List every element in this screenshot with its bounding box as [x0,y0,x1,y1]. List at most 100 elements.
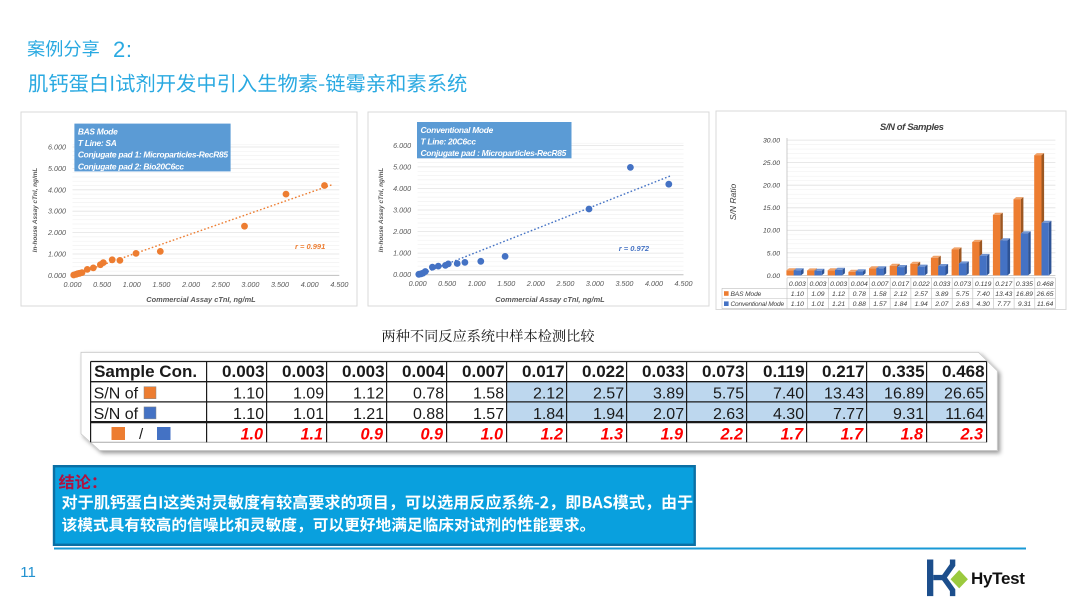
svg-text:1.58: 1.58 [873,291,886,298]
svg-text:2.000: 2.000 [181,280,200,289]
svg-text:1.94: 1.94 [915,301,928,308]
svg-text:2.500: 2.500 [555,279,574,288]
svg-text:7.40: 7.40 [773,386,804,403]
svg-text:1.500: 1.500 [497,279,515,288]
svg-text:20.00: 20.00 [762,183,780,190]
svg-text:1.7: 1.7 [840,425,864,443]
svg-text:Conventional Mode: Conventional Mode [731,301,785,308]
svg-text:26.65: 26.65 [944,386,984,403]
svg-text:0.119: 0.119 [975,281,992,288]
svg-text:0.022: 0.022 [913,281,930,288]
svg-text:0.500: 0.500 [438,279,456,288]
svg-text:0.033: 0.033 [642,362,685,381]
svg-text:0.073: 0.073 [954,281,971,288]
svg-text:1.10: 1.10 [791,291,804,298]
svg-text:0.468: 0.468 [942,362,985,381]
svg-text:HyTest: HyTest [971,569,1025,588]
svg-text:2.57: 2.57 [593,386,624,403]
svg-text:0.00: 0.00 [767,273,780,280]
svg-text:9.31: 9.31 [893,406,924,423]
svg-text:1.3: 1.3 [600,425,623,443]
svg-text:0.007: 0.007 [871,281,888,288]
svg-text:r = 0.972: r = 0.972 [619,244,650,253]
svg-text:0.217: 0.217 [822,362,865,381]
svg-text:0.003: 0.003 [282,362,325,381]
svg-text:2.000: 2.000 [392,227,411,236]
svg-text:4.000: 4.000 [301,280,319,289]
svg-text:Conjugate pad 1: Microparticle: Conjugate pad 1: Microparticles-RecR85 [78,150,229,160]
svg-text:0.033: 0.033 [933,281,950,288]
svg-text:2:: 2: [113,37,133,62]
svg-text:0.119: 0.119 [763,362,805,381]
svg-text:13.43: 13.43 [824,386,864,403]
svg-text:1.10: 1.10 [233,406,264,423]
svg-text:2.63: 2.63 [955,301,969,308]
svg-text:0.9: 0.9 [420,425,443,443]
svg-text:1.84: 1.84 [894,301,907,308]
svg-text:1.12: 1.12 [832,291,845,298]
svg-text:6.000: 6.000 [48,143,66,152]
svg-text:S/N of Samples: S/N of Samples [880,122,944,133]
svg-text:Conjugate pad : Microparticles: Conjugate pad : Microparticles-RecR85 [421,148,567,158]
svg-text:Conjugate pad 2: Bio20C6cc: Conjugate pad 2: Bio20C6cc [78,161,184,171]
svg-text:11.64: 11.64 [945,406,984,423]
svg-text:2.500: 2.500 [211,280,230,289]
svg-text:30.00: 30.00 [763,138,780,145]
svg-text:2.000: 2.000 [526,279,545,288]
svg-text:2.2: 2.2 [719,425,743,443]
svg-text:BAS Mode: BAS Mode [731,291,762,298]
svg-text:26.65: 26.65 [1036,291,1054,298]
svg-text:7.77: 7.77 [997,301,1010,308]
svg-text:2.07: 2.07 [934,301,948,308]
svg-text:2.12: 2.12 [893,291,907,298]
svg-text:4.000: 4.000 [48,185,66,194]
svg-text:0.000: 0.000 [393,270,411,279]
svg-text:7.77: 7.77 [833,406,864,423]
svg-text:5.75: 5.75 [713,386,744,403]
svg-text:5.00: 5.00 [767,250,780,257]
svg-text:S/N of: S/N of [94,406,139,423]
svg-text:0.468: 0.468 [1037,281,1054,288]
svg-text:2.07: 2.07 [653,406,684,423]
svg-text:0.500: 0.500 [93,280,111,289]
svg-text:T Line: 20C6cc: T Line: 20C6cc [421,136,477,146]
svg-text:0.003: 0.003 [222,362,265,381]
svg-text:1.12: 1.12 [353,386,384,403]
svg-text:In-house Assay cTnI, ng/mL: In-house Assay cTnI, ng/mL [32,168,39,253]
svg-text:1.10: 1.10 [233,386,264,403]
svg-text:0.003: 0.003 [342,362,385,381]
svg-text:1.0: 1.0 [480,425,503,443]
svg-text:BAS Mode: BAS Mode [78,126,118,136]
svg-text:0.78: 0.78 [413,386,444,403]
svg-text:0.073: 0.073 [702,362,745,381]
svg-text:0.9: 0.9 [360,425,383,443]
svg-text:2.12: 2.12 [533,386,564,403]
svg-text:1.1: 1.1 [300,425,323,443]
svg-text:2.3: 2.3 [959,425,983,443]
svg-text:1.09: 1.09 [293,386,324,403]
svg-text:1.2: 1.2 [540,425,563,443]
svg-text:4.30: 4.30 [977,301,990,308]
svg-text:1.01: 1.01 [293,406,324,423]
svg-text:25.00: 25.00 [762,160,780,167]
svg-text:1.000: 1.000 [393,249,411,258]
svg-text:1.8: 1.8 [900,425,924,443]
svg-text:1.000: 1.000 [48,250,66,259]
svg-text:0.003: 0.003 [830,281,847,288]
svg-text:r = 0.991: r = 0.991 [295,242,325,251]
svg-text:/: / [139,426,144,443]
svg-text:0.88: 0.88 [853,301,866,308]
svg-text:11.64: 11.64 [1037,301,1054,308]
svg-text:1.9: 1.9 [660,425,683,443]
svg-text:1.000: 1.000 [468,279,486,288]
svg-text:1.01: 1.01 [811,301,824,308]
svg-text:4.500: 4.500 [330,280,348,289]
svg-text:1.500: 1.500 [152,280,170,289]
svg-text:5.000: 5.000 [48,164,66,173]
svg-text:0.003: 0.003 [809,281,826,288]
svg-text:1.21: 1.21 [353,406,384,423]
svg-text:5.75: 5.75 [956,291,969,298]
svg-text:1.57: 1.57 [473,406,504,423]
svg-text:10.00: 10.00 [763,228,780,235]
svg-text:1.000: 1.000 [123,280,141,289]
